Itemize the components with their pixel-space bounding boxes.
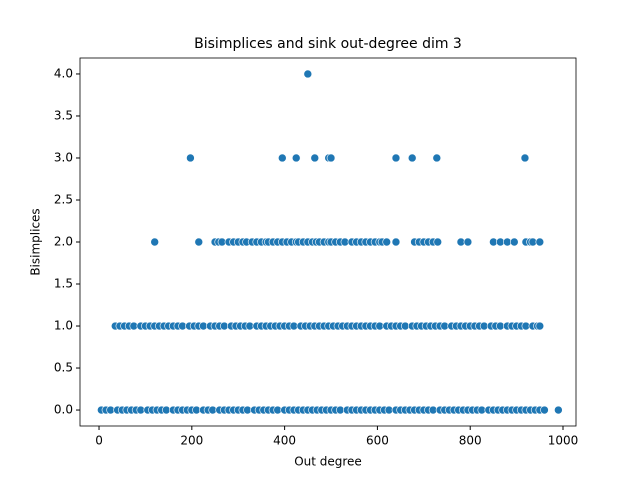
y-tick-label: 0.5 [54,361,73,375]
y-tick-label: 2.0 [54,235,73,249]
point [433,237,443,247]
point [535,237,545,247]
y-axis-label: Bisimplices [29,208,43,275]
point [554,405,563,415]
y-tick-label: 2.5 [54,192,73,206]
x-tick-label: 800 [459,434,482,448]
point [509,237,519,247]
point [407,153,417,163]
point [463,237,473,247]
y-tick-label: 1.0 [54,319,73,333]
y-tick-label: 4.0 [54,66,73,80]
point [277,153,287,163]
point [186,153,195,163]
point [391,153,401,163]
point [150,237,160,247]
y-tick-label: 0.0 [54,403,73,417]
point [382,237,391,247]
point [303,69,313,79]
point [291,153,301,163]
y-tick-label: 3.0 [54,150,73,164]
x-tick-label: 1000 [548,434,579,448]
point [194,237,204,247]
x-tick-label: 200 [180,434,203,448]
point [540,405,549,415]
point [535,321,545,331]
y-tick-label: 1.5 [54,277,73,291]
chart-title: Bisimplices and sink out-degree dim 3 [194,36,462,52]
x-tick-label: 600 [366,434,389,448]
point [432,153,442,163]
point [520,153,530,163]
point [391,237,401,247]
x-axis-label: Out degree [294,455,362,469]
x-tick-label: 400 [273,434,296,448]
plot-frame [79,57,577,427]
point [326,153,336,163]
x-tick-label: 0 [95,434,103,448]
point [310,153,320,163]
y-tick-label: 3.5 [54,108,73,122]
